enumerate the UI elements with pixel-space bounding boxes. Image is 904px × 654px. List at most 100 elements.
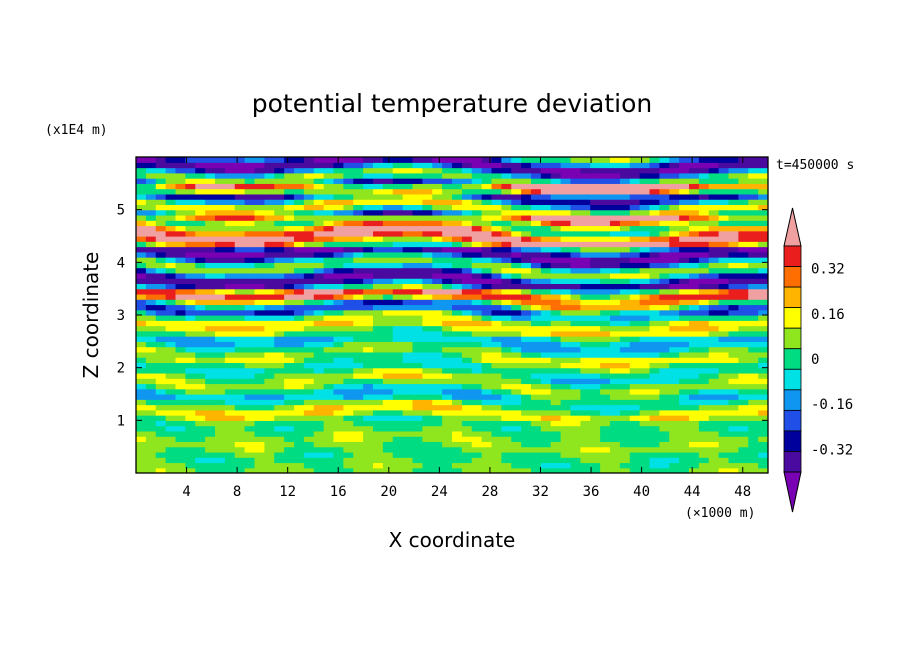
field-cell: [580, 425, 591, 432]
field-cell: [145, 188, 157, 195]
field-cell: [205, 204, 216, 211]
field-cell: [303, 193, 315, 200]
field-cell: [254, 320, 265, 327]
field-cell: [165, 378, 177, 385]
field-cell: [649, 236, 660, 242]
field-cell: [610, 362, 621, 369]
field-cell: [501, 230, 512, 237]
field-cell: [481, 172, 493, 179]
field-cell: [461, 436, 473, 442]
field-cell: [442, 257, 453, 263]
field-cell: [491, 309, 502, 316]
field-cell: [679, 357, 690, 363]
field-cell: [738, 188, 749, 195]
field-cell: [511, 188, 522, 195]
field-cell: [689, 441, 700, 448]
field-cell: [392, 241, 404, 248]
field-cell: [629, 214, 641, 221]
field-cell: [165, 209, 177, 216]
field-cell: [155, 162, 167, 169]
field-cell: [669, 225, 680, 232]
field-cell: [303, 262, 315, 269]
y-tick-label: 1: [117, 413, 125, 429]
field-cell: [718, 162, 730, 169]
field-cell: [639, 325, 651, 332]
field-cell: [382, 167, 394, 174]
field-cell: [580, 404, 591, 411]
field-cell: [402, 188, 414, 195]
field-cell: [175, 288, 186, 295]
field-cell: [195, 220, 206, 227]
field-cell: [481, 467, 493, 473]
field-cell: [491, 372, 502, 379]
field-cell: [619, 251, 631, 258]
field-cell: [363, 278, 374, 284]
field-cell: [491, 325, 502, 332]
field-cell: [392, 283, 404, 290]
field-cell: [550, 204, 562, 211]
field-cell: [155, 346, 167, 353]
field-cell: [333, 241, 344, 248]
field-cell: [570, 351, 581, 358]
field-cell: [145, 257, 157, 263]
field-cell: [313, 167, 325, 174]
field-cell: [550, 404, 562, 411]
field-cell: [185, 362, 196, 369]
field-cell: [521, 236, 532, 242]
field-cell: [145, 409, 157, 416]
field-cell: [570, 199, 581, 205]
field-cell: [205, 436, 216, 442]
field-cell: [373, 320, 384, 327]
field-cell: [442, 262, 453, 269]
field-cell: [432, 462, 443, 469]
field-cell: [165, 457, 177, 464]
field-cell: [689, 246, 700, 253]
field-cell: [343, 457, 354, 464]
field-cell: [254, 415, 265, 421]
field-cell: [294, 220, 305, 227]
field-cell: [254, 309, 265, 316]
field-cell: [580, 236, 591, 242]
field-cell: [738, 209, 749, 216]
field-cell: [215, 293, 226, 300]
field-cell: [550, 383, 562, 390]
field-cell: [145, 220, 157, 227]
field-cell: [728, 399, 739, 406]
field-cell: [224, 451, 236, 458]
field-cell: [619, 230, 631, 237]
field-cell: [461, 230, 473, 237]
field-cell: [708, 293, 720, 300]
field-cell: [659, 157, 670, 163]
field-cell: [155, 378, 167, 385]
field-cell: [215, 394, 226, 400]
field-cell: [738, 278, 749, 284]
field-cell: [629, 251, 641, 258]
field-cell: [244, 178, 256, 184]
field-cell: [165, 288, 177, 295]
field-cell: [590, 178, 601, 184]
field-cell: [698, 267, 710, 274]
field-cell: [501, 220, 512, 227]
field-cell: [185, 262, 196, 269]
field-cell: [580, 178, 591, 184]
field-cell: [333, 199, 344, 205]
field-cell: [550, 315, 562, 321]
field-cell: [669, 372, 680, 379]
field-cell: [461, 409, 473, 416]
field-cell: [728, 467, 739, 473]
field-cell: [649, 214, 660, 221]
field-cell: [392, 262, 404, 269]
field-cell: [155, 204, 167, 211]
field-cell: [511, 257, 522, 263]
field-cell: [738, 283, 749, 290]
field-cell: [274, 251, 285, 258]
field-cell: [708, 441, 720, 448]
field-cell: [185, 336, 196, 342]
field-cell: [205, 188, 216, 195]
field-cell: [748, 251, 759, 258]
field-cell: [738, 346, 749, 353]
field-cell: [264, 162, 275, 169]
field-cell: [205, 309, 216, 316]
field-cell: [224, 330, 236, 337]
field-cell: [392, 341, 404, 348]
